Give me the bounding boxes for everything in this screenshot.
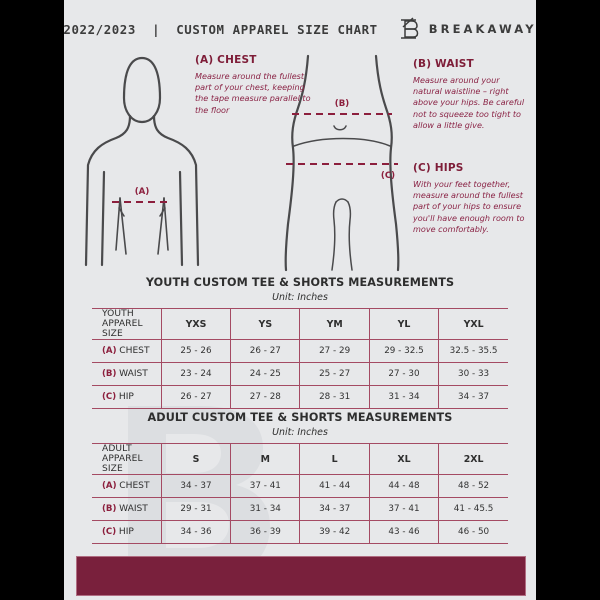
youth-hip-yxl: 34 - 37: [438, 385, 508, 409]
youth-waist-yl: 27 - 30: [368, 362, 440, 386]
adult-waist-s: 29 - 31: [160, 497, 232, 521]
footer-bar: [76, 556, 526, 596]
adult-section-unit: Unit: Inches: [272, 427, 328, 438]
row-tag: (A): [102, 346, 117, 356]
youth-chest-ym: 27 - 29: [299, 339, 370, 363]
header-separator: |: [152, 21, 161, 37]
table-row: (B) WAIST 29 - 31 31 - 34 34 - 37 37 - 4…: [92, 497, 508, 521]
youth-row-header-label: YOUTH APPAREL SIZE: [92, 308, 162, 340]
measurement-diagram: (A) (B): [64, 50, 536, 272]
youth-chest-yxs: 25 - 26: [160, 339, 232, 363]
upper-body-front-silhouette-icon: (A): [84, 56, 200, 267]
row-label: HIP: [118, 527, 134, 537]
youth-row-hip-label: (C) HIP: [92, 385, 162, 409]
youth-waist-yxl: 30 - 33: [438, 362, 508, 386]
youth-size-table: YOUTH APPAREL SIZE YXS YS YM YL YXL (A) …: [92, 308, 508, 409]
adult-chest-l: 41 - 44: [299, 474, 370, 498]
hips-marker-label: (C): [381, 171, 395, 181]
adult-col-s: S: [160, 443, 232, 475]
callout-chest-body: Measure around the fullest part of your …: [195, 71, 311, 115]
adult-size-table: ADULT APPAREL SIZE S M L XL 2XL (A) CHES…: [92, 443, 508, 544]
youth-col-ys: YS: [230, 308, 301, 340]
callout-waist: (B) WAIST Measure around your natural wa…: [413, 58, 531, 131]
adult-waist-2xl: 41 - 45.5: [438, 497, 508, 521]
youth-hip-yl: 31 - 34: [368, 385, 440, 409]
row-tag: (C): [102, 392, 117, 402]
adult-chest-2xl: 48 - 52: [438, 474, 508, 498]
row-label: CHEST: [119, 481, 150, 491]
callout-hips: (C) HIPS With your feet together, measur…: [413, 162, 533, 235]
callout-hips-body: With your feet together, measure around …: [413, 179, 525, 234]
table-row: (A) CHEST 25 - 26 26 - 27 27 - 29 29 - 3…: [92, 339, 508, 363]
youth-chest-yl: 29 - 32.5: [368, 339, 440, 363]
youth-waist-ys: 24 - 25: [230, 362, 301, 386]
adult-col-m: M: [230, 443, 301, 475]
row-tag: (A): [102, 481, 117, 491]
adult-col-2xl: 2XL: [438, 443, 508, 475]
adult-row-hip-label: (C) HIP: [92, 520, 162, 544]
brand-name: BREAKAWAY: [428, 22, 536, 36]
youth-col-yxl: YXL: [438, 308, 508, 340]
adult-waist-m: 31 - 34: [230, 497, 301, 521]
youth-chest-yxl: 32.5 - 35.5: [438, 339, 508, 363]
adult-hip-s: 34 - 36: [160, 520, 232, 544]
header-season: 2022/2023: [64, 21, 136, 37]
youth-waist-ym: 25 - 27: [299, 362, 370, 386]
size-chart-page: 2022/2023 | CUSTOM APPAREL SIZE CHART BR…: [64, 0, 536, 600]
adult-chest-s: 34 - 37: [160, 474, 232, 498]
table-header-row: ADULT APPAREL SIZE S M L XL 2XL: [92, 443, 508, 475]
adult-section-title: ADULT CUSTOM TEE & SHORTS MEASUREMENTS: [147, 411, 453, 424]
chest-marker-label: (A): [135, 187, 150, 197]
youth-waist-yxs: 23 - 24: [160, 362, 232, 386]
youth-chest-ys: 26 - 27: [230, 339, 301, 363]
youth-row-chest-label: (A) CHEST: [92, 339, 162, 363]
adult-row-chest-label: (A) CHEST: [92, 474, 162, 498]
table-header-row: YOUTH APPAREL SIZE YXS YS YM YL YXL: [92, 308, 508, 340]
header-chart-title: CUSTOM APPAREL SIZE CHART: [176, 21, 378, 37]
youth-section-title: YOUTH CUSTOM TEE & SHORTS MEASUREMENTS: [145, 276, 455, 289]
header-title: 2022/2023 | CUSTOM APPAREL SIZE CHART: [64, 22, 378, 37]
page-header: 2022/2023 | CUSTOM APPAREL SIZE CHART BR…: [64, 14, 536, 44]
row-tag: (B): [102, 369, 117, 379]
adult-col-xl: XL: [368, 443, 440, 475]
row-label: WAIST: [119, 504, 148, 514]
callout-hips-title: (C) HIPS: [413, 162, 464, 174]
adult-chest-xl: 44 - 48: [368, 474, 440, 498]
table-row: (C) HIP 34 - 36 36 - 39 39 - 42 43 - 46 …: [92, 520, 508, 544]
callout-chest: (A) CHEST Measure around the fullest par…: [195, 54, 315, 116]
youth-col-ym: YM: [299, 308, 370, 340]
row-label: WAIST: [119, 369, 148, 379]
youth-col-yxs: YXS: [160, 308, 232, 340]
youth-section-unit: Unit: Inches: [272, 292, 328, 303]
adult-waist-xl: 37 - 41: [368, 497, 440, 521]
adult-hip-xl: 43 - 46: [368, 520, 440, 544]
youth-hip-yxs: 26 - 27: [160, 385, 232, 409]
lower-body-front-silhouette-icon: (B) (C): [284, 54, 400, 272]
adult-row-header-label: ADULT APPAREL SIZE: [92, 443, 162, 475]
row-tag: (C): [102, 527, 117, 537]
callout-waist-title: (B) WAIST: [413, 58, 474, 70]
row-tag: (B): [102, 504, 117, 514]
table-row: (A) CHEST 34 - 37 37 - 41 41 - 44 44 - 4…: [92, 474, 508, 498]
table-row: (C) HIP 26 - 27 27 - 28 28 - 31 31 - 34 …: [92, 385, 508, 409]
callout-chest-title: (A) CHEST: [195, 54, 257, 66]
breakaway-b-monogram-icon: [400, 17, 419, 39]
adult-waist-l: 34 - 37: [299, 497, 370, 521]
row-label: CHEST: [119, 346, 150, 356]
adult-row-waist-label: (B) WAIST: [92, 497, 162, 521]
row-label: HIP: [118, 392, 134, 402]
table-row: (B) WAIST 23 - 24 24 - 25 25 - 27 27 - 3…: [92, 362, 508, 386]
callout-waist-body: Measure around your natural waistline – …: [413, 75, 525, 130]
adult-col-l: L: [299, 443, 370, 475]
adult-hip-2xl: 46 - 50: [438, 520, 508, 544]
youth-hip-ys: 27 - 28: [230, 385, 301, 409]
adult-hip-m: 36 - 39: [230, 520, 301, 544]
brand-lockup: BREAKAWAY: [398, 16, 536, 42]
youth-hip-ym: 28 - 31: [299, 385, 370, 409]
waist-marker-label: (B): [335, 99, 349, 109]
adult-hip-l: 39 - 42: [299, 520, 370, 544]
adult-chest-m: 37 - 41: [230, 474, 301, 498]
youth-row-waist-label: (B) WAIST: [92, 362, 162, 386]
youth-col-yl: YL: [368, 308, 440, 340]
